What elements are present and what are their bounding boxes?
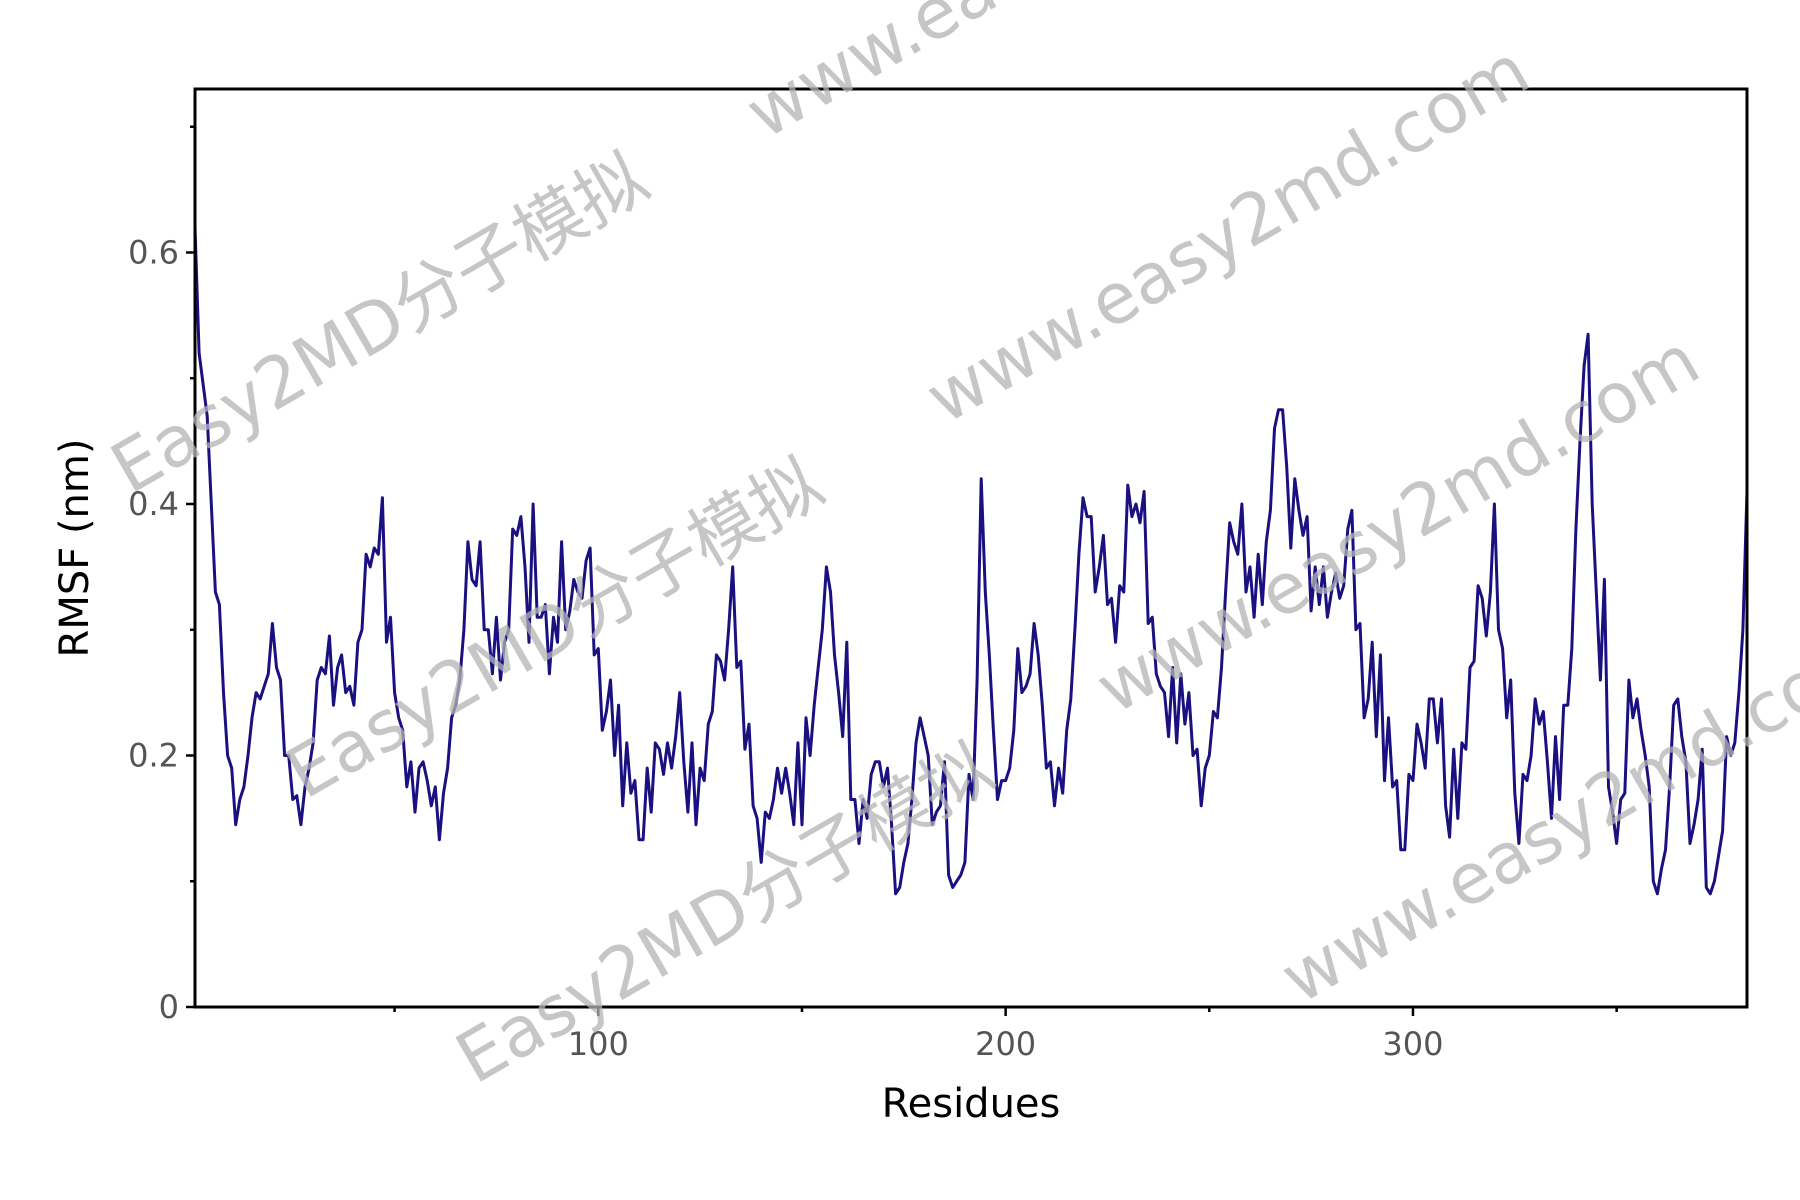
y-tick-label: 0.2: [128, 736, 179, 774]
y-axis-ticks: 0 0.2 0.4 0.6: [128, 125, 195, 1026]
x-axis-title: Residues: [882, 1081, 1061, 1127]
x-tick-label: 200: [975, 1025, 1036, 1063]
rmsf-series-line: [193, 227, 1749, 896]
y-tick-label: 0: [159, 988, 179, 1026]
x-tick-label: 100: [568, 1025, 629, 1063]
y-tick-label: 0.6: [128, 233, 179, 271]
plot-area: [195, 89, 1747, 1007]
y-axis-title: RMSF (nm): [52, 439, 98, 658]
x-axis-ticks: 100 200 300: [393, 1007, 1618, 1063]
y-tick-label: 0.4: [128, 485, 179, 523]
plot-frame: [193, 87, 1749, 1009]
x-tick-label: 300: [1382, 1025, 1443, 1063]
